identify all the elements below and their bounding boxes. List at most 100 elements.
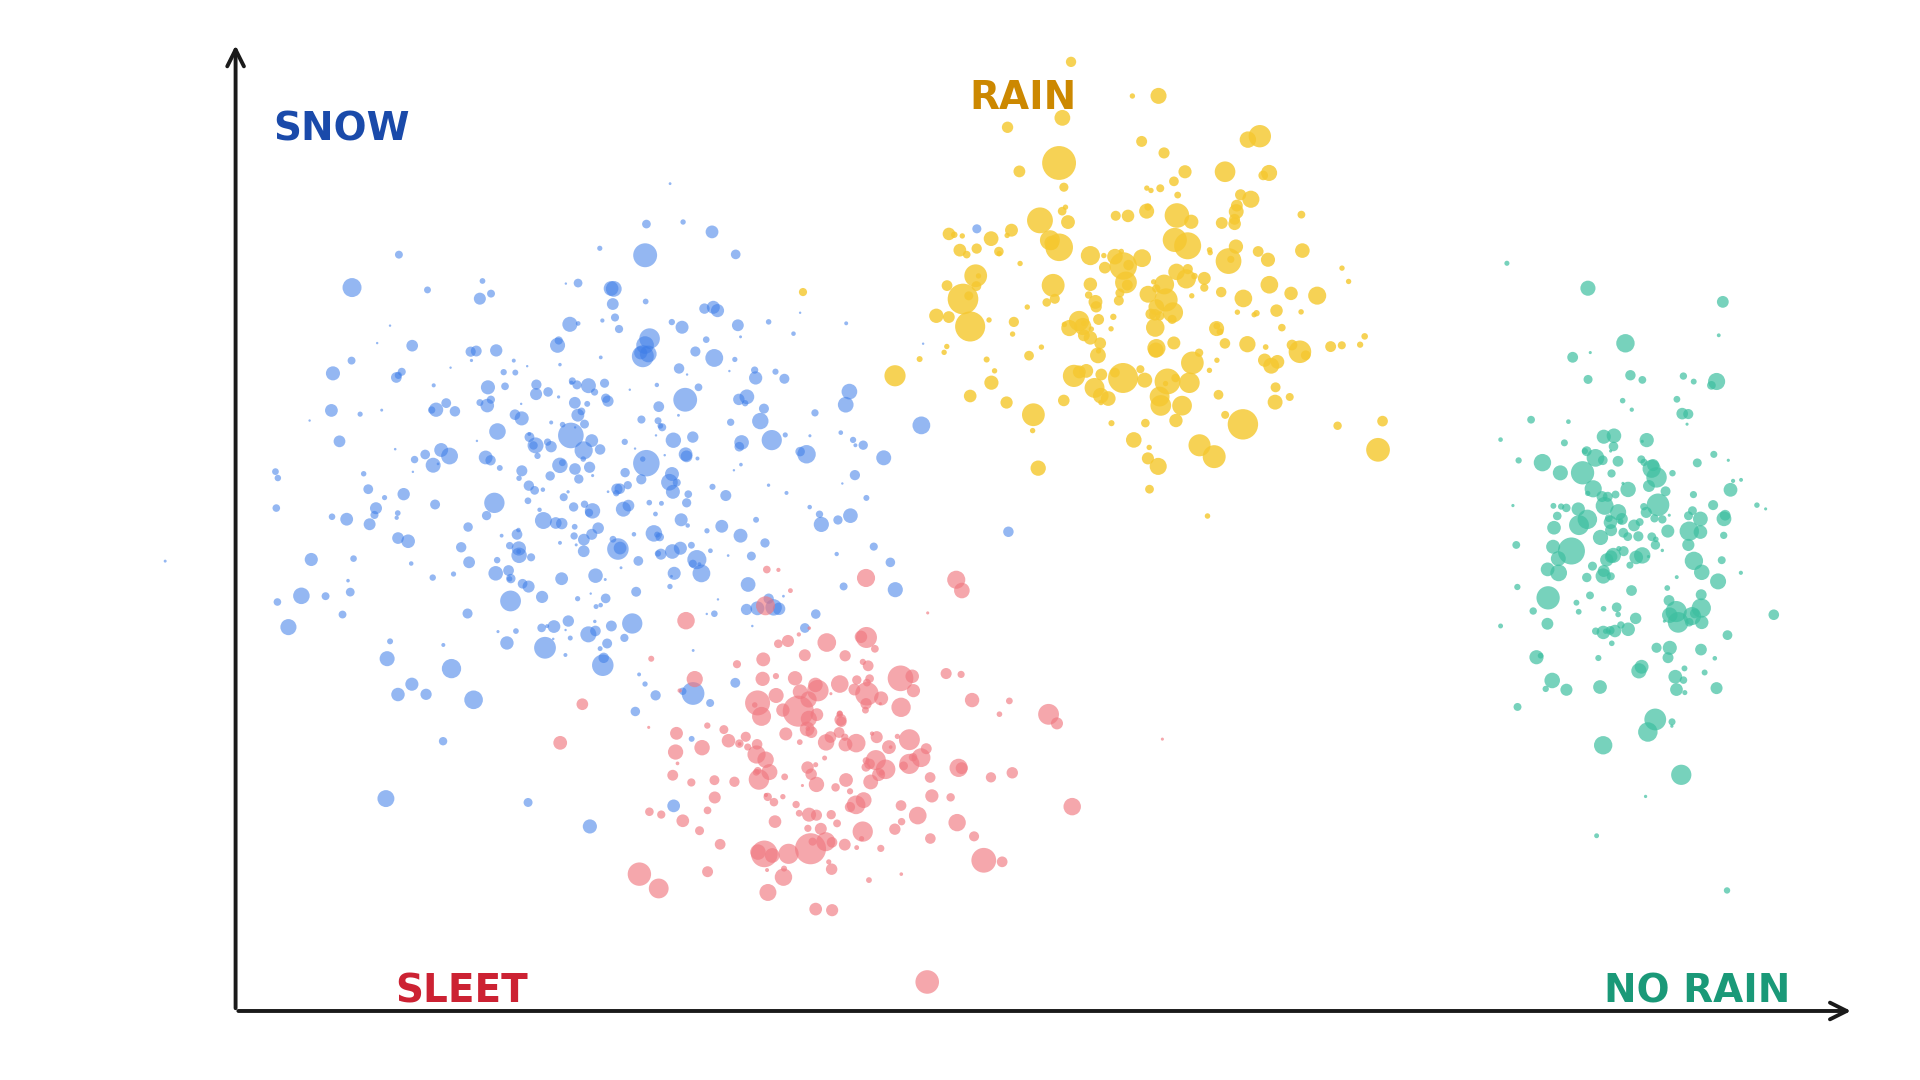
- Point: [630, 337, 660, 354]
- Point: [586, 640, 616, 658]
- Point: [465, 291, 495, 308]
- Point: [1158, 335, 1188, 352]
- Point: [628, 348, 659, 365]
- Point: [1140, 280, 1171, 297]
- Point: [778, 325, 808, 342]
- Point: [797, 724, 828, 741]
- Point: [1630, 787, 1661, 805]
- Point: [597, 296, 628, 313]
- Point: [1657, 717, 1688, 734]
- Point: [1225, 186, 1256, 203]
- Point: [599, 280, 630, 297]
- Point: [1075, 275, 1106, 293]
- Point: [968, 852, 998, 869]
- Point: [348, 465, 378, 483]
- Point: [576, 526, 607, 543]
- Point: [947, 582, 977, 599]
- Point: [697, 224, 728, 241]
- Point: [1100, 364, 1131, 381]
- Point: [430, 394, 461, 411]
- Point: [1175, 213, 1206, 230]
- Point: [1563, 500, 1594, 517]
- Point: [1085, 387, 1116, 404]
- Point: [1549, 434, 1580, 451]
- Point: [1709, 527, 1740, 544]
- Point: [814, 853, 845, 870]
- Point: [595, 280, 626, 297]
- Point: [760, 667, 791, 685]
- Point: [1636, 460, 1667, 477]
- Point: [899, 748, 929, 766]
- Point: [787, 777, 818, 794]
- Point: [551, 621, 582, 638]
- Point: [630, 293, 660, 310]
- Point: [1626, 372, 1657, 389]
- Point: [1056, 53, 1087, 70]
- Point: [338, 550, 369, 567]
- Point: [724, 735, 755, 753]
- Point: [726, 328, 756, 346]
- Point: [672, 486, 703, 503]
- Point: [1709, 510, 1740, 527]
- Point: [1012, 298, 1043, 315]
- Point: [954, 287, 985, 305]
- Point: [1624, 662, 1655, 679]
- Point: [374, 318, 405, 335]
- Point: [486, 527, 516, 544]
- Point: [1210, 335, 1240, 352]
- Point: [770, 726, 801, 743]
- Point: [572, 377, 603, 394]
- Point: [1146, 396, 1177, 414]
- Point: [1711, 881, 1741, 899]
- Point: [1590, 622, 1620, 639]
- Point: [1254, 164, 1284, 181]
- Point: [816, 902, 847, 919]
- Point: [864, 766, 895, 783]
- Point: [678, 429, 708, 446]
- Point: [1563, 516, 1594, 534]
- Point: [647, 495, 678, 512]
- Point: [1592, 551, 1622, 568]
- Point: [1644, 496, 1674, 513]
- Point: [732, 600, 762, 618]
- Point: [609, 500, 639, 517]
- Point: [695, 694, 726, 712]
- Point: [634, 346, 664, 363]
- Point: [1114, 256, 1144, 273]
- Point: [1092, 390, 1123, 407]
- Point: [1603, 540, 1634, 557]
- Point: [1617, 401, 1647, 418]
- Point: [493, 537, 524, 554]
- Point: [1686, 586, 1716, 604]
- Point: [774, 846, 804, 863]
- Point: [1599, 427, 1630, 444]
- Point: [614, 381, 645, 399]
- Point: [1267, 319, 1298, 336]
- Point: [641, 526, 672, 543]
- Point: [1135, 438, 1165, 456]
- Point: [741, 746, 772, 764]
- Point: [520, 386, 551, 403]
- Point: [1177, 287, 1208, 305]
- Point: [858, 538, 889, 555]
- Point: [649, 446, 680, 463]
- Point: [1594, 510, 1624, 527]
- Point: [532, 618, 563, 635]
- Point: [273, 619, 303, 636]
- Point: [839, 467, 870, 484]
- Point: [945, 242, 975, 259]
- Point: [526, 589, 557, 606]
- Point: [1686, 564, 1716, 581]
- Point: [1044, 154, 1075, 172]
- Point: [732, 388, 762, 405]
- Point: [1171, 270, 1202, 287]
- Point: [601, 481, 632, 498]
- Point: [561, 419, 591, 436]
- Point: [743, 843, 774, 861]
- Point: [1588, 567, 1619, 584]
- Point: [1167, 397, 1198, 415]
- Point: [851, 489, 881, 507]
- Point: [580, 612, 611, 630]
- Point: [507, 409, 538, 427]
- Point: [680, 342, 710, 360]
